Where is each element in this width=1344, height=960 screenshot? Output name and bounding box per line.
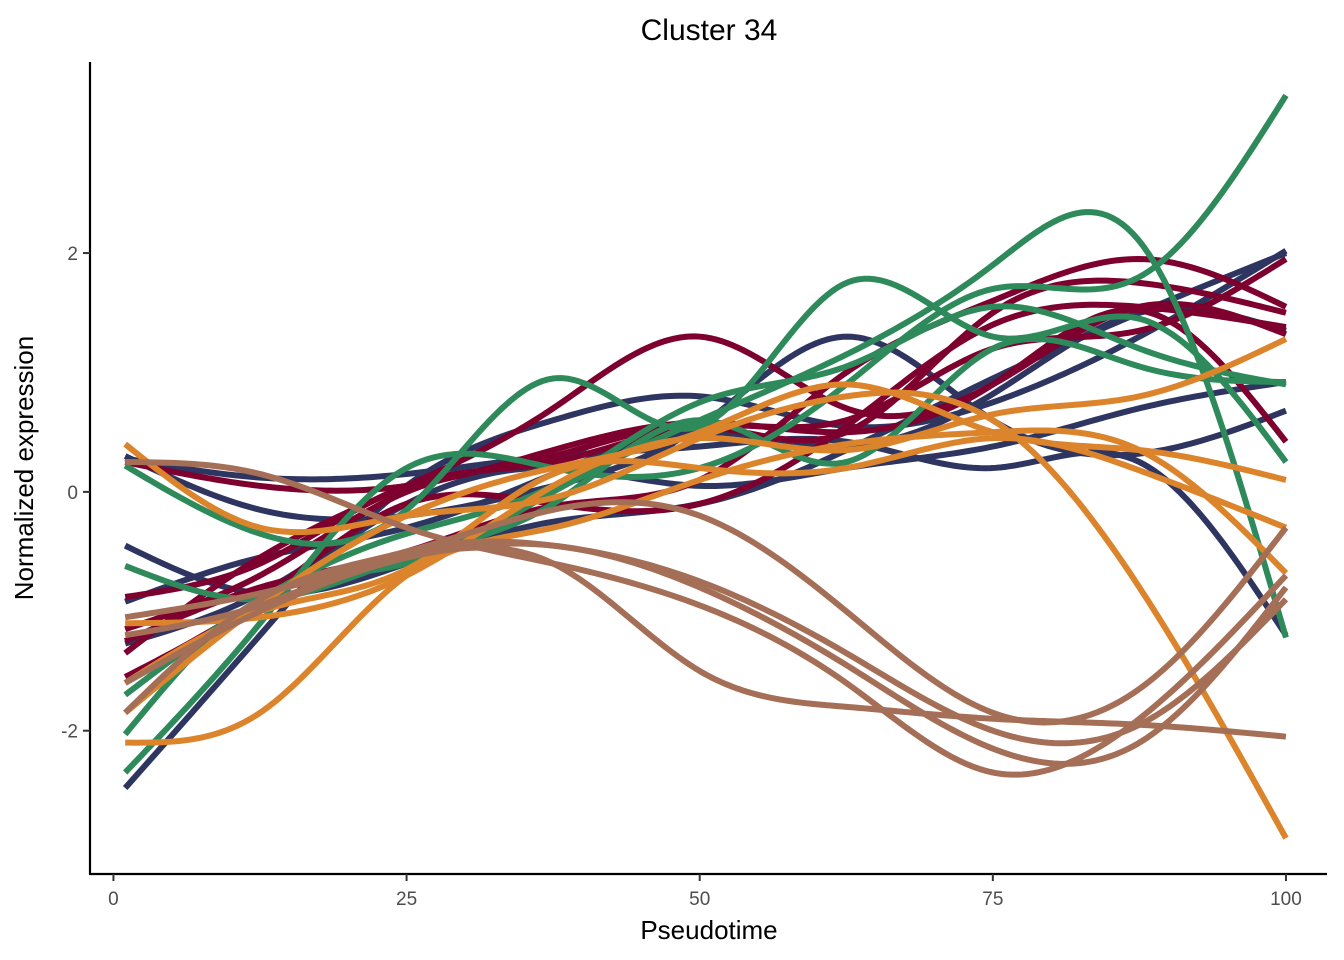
y-tick-label: 0	[67, 483, 78, 504]
series-line-orange-2	[125, 427, 1289, 746]
series-layer	[122, 93, 1289, 840]
series-line-green-1	[123, 275, 1289, 547]
axes-layer	[88, 62, 1327, 876]
series-line-brown-5	[123, 540, 1289, 767]
series-line-orange-4	[123, 381, 1287, 716]
x-tick-label: 50	[689, 889, 710, 910]
x-tick-label: 75	[982, 889, 1003, 910]
x-axis-title: Pseudotime	[640, 915, 777, 945]
series-line-brown-2	[123, 499, 1289, 726]
x-tick-label: 100	[1270, 889, 1302, 910]
y-tick-label: 2	[67, 244, 78, 265]
series-line-brown-3	[124, 544, 1287, 740]
x-tick-label: 0	[108, 889, 119, 910]
series-line-orange-5	[125, 336, 1288, 627]
series-line-crimson-4	[123, 301, 1287, 680]
ticks-layer: 0 25 50 75 100 -2 0 2	[61, 244, 1302, 910]
chart-title: Cluster 34	[641, 14, 778, 47]
y-axis-title: Normalized expression	[9, 336, 39, 600]
x-tick-label: 25	[396, 889, 417, 910]
y-tick-label: -2	[61, 722, 78, 743]
series-line-green-4	[122, 209, 1289, 737]
series-line-brown-1	[125, 459, 1289, 778]
series-line-crimson-2	[123, 300, 1288, 656]
series-line-orange-3	[123, 435, 1288, 686]
